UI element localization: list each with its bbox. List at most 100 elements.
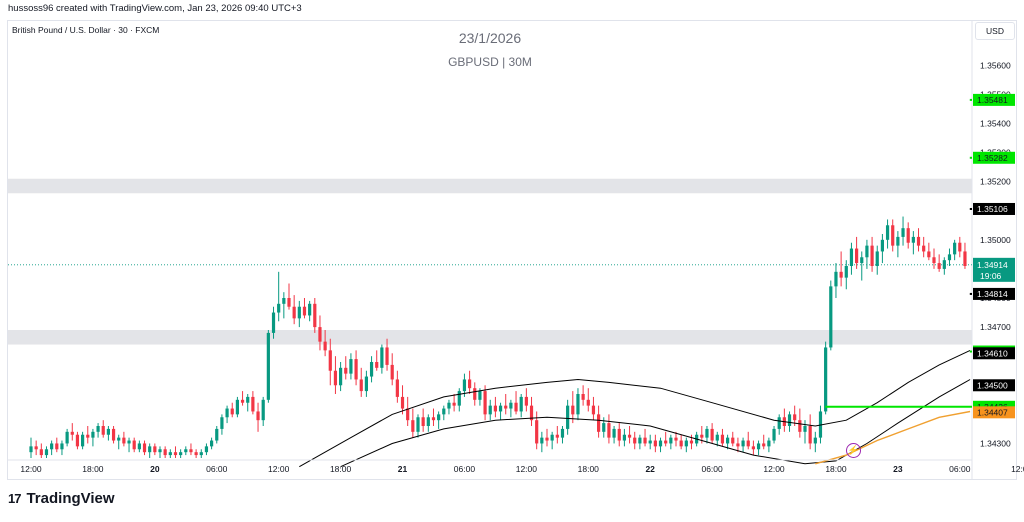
x-tick-label: 12:00	[268, 464, 290, 474]
candle-body	[142, 443, 147, 453]
level-tag-label: 1.35282	[977, 153, 1008, 163]
candle-body	[793, 414, 797, 421]
candle-body	[875, 251, 879, 266]
candle-body	[529, 405, 534, 421]
candle-body	[416, 417, 420, 432]
candle-body	[127, 440, 131, 444]
level-tag	[973, 287, 1015, 300]
candle-body	[540, 437, 544, 444]
candle-body	[163, 449, 167, 456]
x-tick-label: 06:00	[949, 464, 971, 474]
candle-body	[906, 228, 910, 243]
candle-body	[55, 443, 59, 450]
candle-body	[137, 443, 141, 450]
candle-body	[731, 437, 735, 444]
candle-body	[493, 405, 497, 412]
candle-body	[266, 332, 270, 400]
candle-body	[364, 376, 368, 392]
candle-body	[256, 411, 260, 421]
candle-body	[958, 242, 962, 252]
candle-body	[762, 443, 766, 447]
candle-body	[705, 428, 709, 438]
candle-body	[132, 440, 136, 450]
candle-body	[246, 396, 250, 403]
candle-body	[715, 434, 719, 441]
candle-body	[199, 452, 203, 456]
candle-body	[787, 414, 792, 426]
candle-body	[870, 245, 874, 266]
candle-body	[560, 428, 565, 438]
candle-body	[349, 359, 353, 374]
price-tag-label: 1.34407	[977, 407, 1008, 417]
candle-body	[865, 245, 869, 258]
candle-body	[282, 298, 286, 304]
candle-body	[390, 364, 394, 380]
candle-body	[669, 437, 673, 444]
candle-body	[230, 408, 234, 415]
candle-body	[308, 303, 312, 316]
candle-body	[220, 417, 224, 429]
candle-body	[514, 402, 518, 412]
candle-body	[617, 428, 621, 441]
candle-body	[627, 434, 632, 438]
candle-body	[756, 443, 761, 450]
candle-body	[173, 452, 178, 456]
candle-body	[369, 362, 374, 377]
candle-body	[509, 402, 513, 409]
candle-body	[576, 394, 580, 415]
x-tick-label: 20	[150, 464, 160, 474]
candle-body	[210, 440, 214, 447]
candle-body	[261, 399, 265, 421]
candle-body	[50, 443, 54, 450]
candle-body	[96, 426, 100, 432]
lightning-icon[interactable]: ⚡	[846, 443, 861, 458]
candle-body	[927, 251, 931, 258]
candle-body	[942, 260, 946, 269]
candle-body	[767, 440, 771, 447]
y-tick-label: 1.35200	[980, 177, 1011, 187]
candle-body	[328, 350, 332, 371]
symbol-label: British Pound / U.S. Dollar · 30 · FXCM	[12, 25, 160, 35]
candle-body	[478, 391, 482, 400]
candle-body	[318, 327, 322, 342]
candle-body	[122, 437, 126, 444]
level-tag-label: 1.35481	[977, 95, 1008, 105]
candle-body	[483, 391, 487, 415]
candle-body	[911, 236, 915, 243]
candle-body	[880, 239, 884, 252]
x-tick-label: 12:00	[516, 464, 538, 474]
currency-button[interactable]: USD	[975, 22, 1015, 40]
candle-body	[498, 405, 503, 412]
price-tag-label: 1.34500	[977, 380, 1008, 390]
candle-body	[302, 306, 307, 316]
candle-body	[684, 440, 688, 447]
band-ma-line	[815, 410, 971, 465]
candle-body	[215, 428, 219, 441]
candle-body	[622, 434, 626, 441]
x-tick-label: 21	[398, 464, 408, 474]
x-tick-label: 18:00	[330, 464, 352, 474]
candle-body	[607, 423, 611, 438]
candle-body	[834, 271, 838, 287]
candle-body	[153, 446, 157, 453]
price-tag	[973, 347, 1015, 360]
x-tick-label: 06:00	[701, 464, 723, 474]
candle-body	[736, 443, 740, 447]
candle-body	[700, 434, 704, 438]
candle-body	[70, 431, 74, 435]
candle-body	[91, 431, 95, 438]
candle-body	[947, 254, 952, 261]
x-tick-label: 18:00	[82, 464, 104, 474]
candle-body	[400, 396, 405, 409]
level-tag	[973, 93, 1015, 106]
candle-body	[849, 248, 854, 266]
x-tick-label: 23	[893, 464, 903, 474]
candle-body	[829, 286, 833, 348]
candle-body	[648, 440, 652, 444]
candle-body	[504, 405, 508, 409]
candle-body	[550, 434, 554, 441]
candle-body	[426, 417, 430, 426]
brand-name: TradingView	[26, 490, 115, 507]
candle-body	[612, 428, 616, 438]
